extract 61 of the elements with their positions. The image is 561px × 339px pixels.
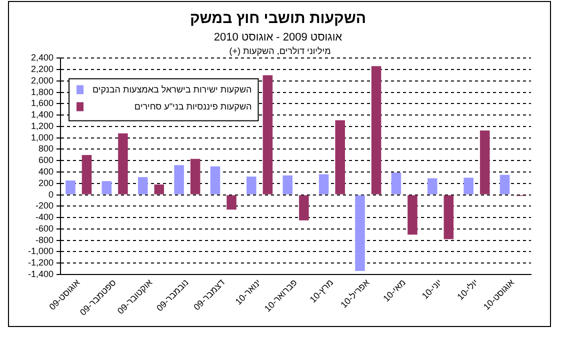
text: מיליוני דולרים, השקעות (+) — [229, 46, 331, 56]
chart-subtitle: אוגוסט 2009 - אוגוסט 2010 — [214, 32, 342, 44]
bar — [66, 180, 76, 194]
bar — [371, 66, 382, 194]
x-tick-label: ינואר-10 — [233, 277, 263, 307]
y-tick-label: 1,200 — [30, 120, 54, 131]
bar — [335, 120, 345, 194]
y-tick-label: -600 — [36, 223, 54, 234]
bar — [190, 158, 200, 194]
x-tick-label: פברואר-10 — [262, 277, 299, 314]
bar — [118, 133, 128, 194]
x-tick-label: דצמבר-09 — [192, 277, 227, 312]
bar — [318, 174, 329, 194]
x-tick-label: אוגוסט-10 — [481, 277, 516, 312]
bar — [464, 178, 474, 194]
bar — [500, 174, 510, 194]
legend-label: השקעות ישירות בישראל באמצעות הבנקים — [92, 84, 252, 95]
y-tick-label: -400 — [36, 212, 54, 222]
bar — [391, 172, 402, 194]
x-tick-label: נובמבר-09 — [154, 277, 190, 314]
bar — [299, 195, 309, 220]
y-tick-label: 1,400 — [30, 110, 54, 120]
y-tick-label: 2,000 — [30, 75, 54, 86]
x-tick-label: יוני-10 — [420, 277, 444, 302]
y-tick-label: 800 — [38, 144, 54, 154]
y-tick-label: -200 — [36, 200, 54, 211]
y-tick-label: -1,000 — [28, 246, 54, 256]
y-tick-label: 2,400 — [30, 52, 54, 63]
x-tick-label: מאי-10 — [381, 277, 408, 304]
y-tick-label: 600 — [38, 155, 54, 166]
chart-title: השקעות תושבי חוץ במשק — [190, 10, 366, 28]
bar — [480, 130, 490, 194]
y-tick-label: 1,000 — [30, 132, 54, 142]
bar — [102, 181, 112, 194]
y-tick-label: -800 — [36, 234, 54, 245]
x-tick-label: אוקטובר-09 — [115, 277, 154, 316]
bar — [246, 176, 256, 194]
bar — [282, 175, 293, 194]
y-tick-label: 200 — [38, 178, 54, 188]
y-tick-label: 400 — [38, 166, 54, 176]
bar — [444, 195, 454, 240]
x-tick-label: אפריל-10 — [338, 277, 372, 310]
x-tick-label: מרץ-10 — [308, 277, 336, 305]
series-label: השקעות פיננסיות בני"ע סחירים — [134, 102, 252, 112]
y-tick-label: 1,600 — [30, 98, 54, 108]
y-tick-label: 2,200 — [30, 64, 54, 74]
y-tick-label: 1,800 — [30, 86, 54, 97]
bar — [154, 184, 164, 194]
bar — [226, 195, 236, 210]
y-tick-label: -1,400 — [28, 268, 54, 279]
bar — [82, 154, 92, 194]
bar — [210, 166, 220, 194]
bar — [174, 165, 184, 194]
bar — [427, 178, 438, 194]
bar — [138, 177, 148, 194]
bar — [355, 195, 365, 272]
bar — [262, 75, 273, 194]
y-tick-label: -1,200 — [28, 258, 54, 268]
x-tick-label: יולי-10 — [455, 277, 480, 302]
bar — [408, 195, 418, 235]
y-tick-label: 0 — [48, 189, 54, 200]
